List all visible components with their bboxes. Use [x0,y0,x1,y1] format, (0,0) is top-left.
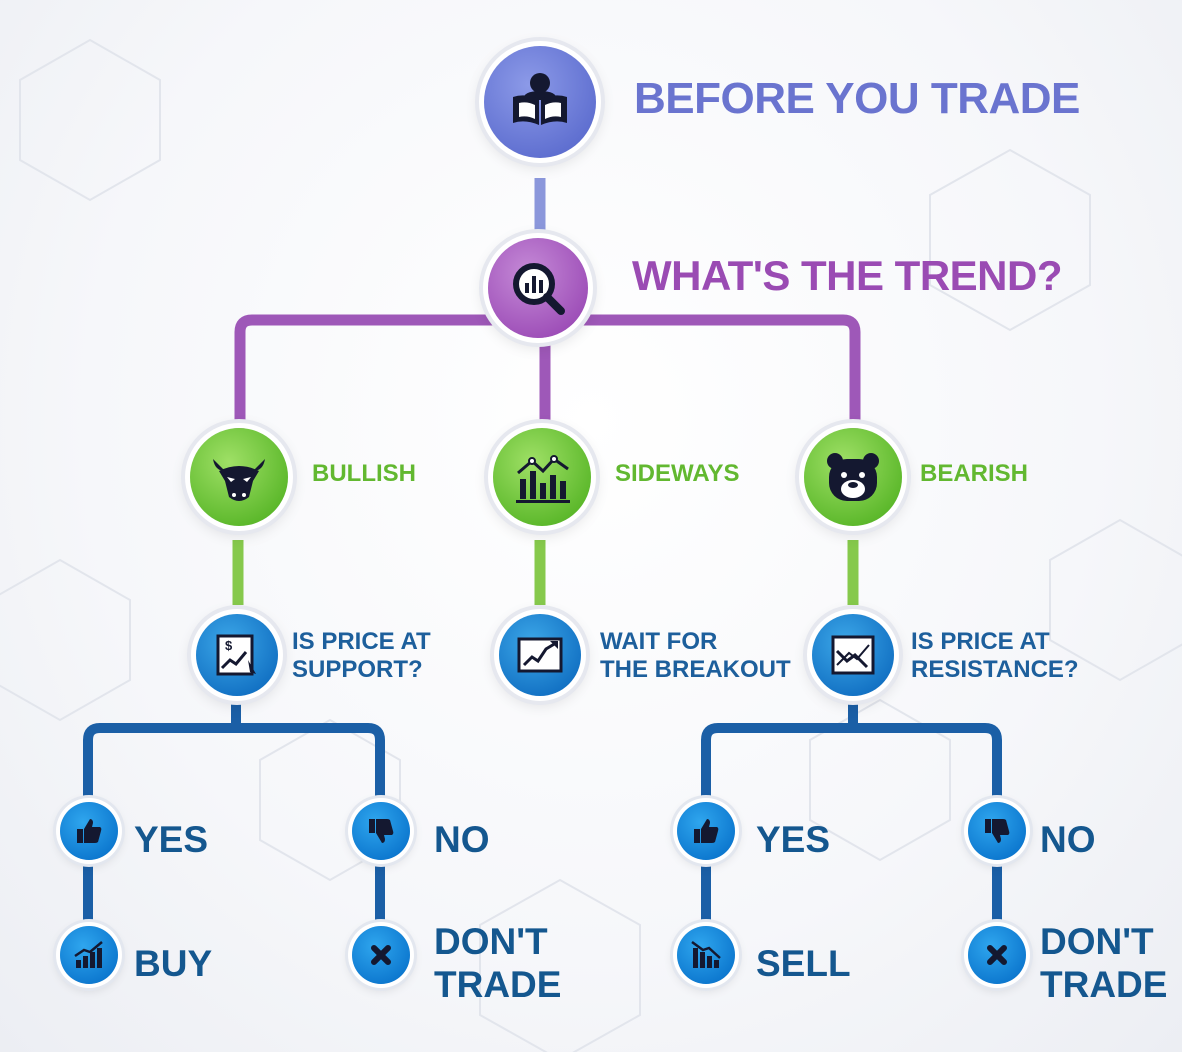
bear-dont-trade-label: DON'T TRADE [1040,920,1167,1006]
connector-support-branch [83,723,385,800]
rising-bars-icon [60,926,118,984]
x-mark-icon [352,926,410,984]
bull-no-label: NO [434,819,490,860]
resistance-line-1: IS PRICE AT [911,628,1050,655]
bear-head-icon [804,428,902,526]
breakout-line-2: THE BREAKOUT [600,656,791,683]
sell-label: SELL [756,943,851,984]
trend-question: WHAT'S THE TREND? [632,252,1063,299]
support-line-2: SUPPORT? [292,656,423,683]
bullish-label: BULLISH [312,460,416,487]
sideways-chart-icon [493,428,591,526]
resistance-chart-icon [812,614,894,696]
falling-bars-icon [677,926,735,984]
bull-dont-trade-line-1: DON'T [434,921,548,962]
breakout-line-1: WAIT FOR [600,628,718,655]
resistance-line-2: RESISTANCE? [911,656,1079,683]
bear-no-label: NO [1040,819,1096,860]
page-title: BEFORE YOU TRADE [634,74,1080,123]
chart-magnifier-icon [488,238,588,338]
price-chart-dollar-icon: $ [196,614,278,696]
bear-dont-trade-line-1: DON'T [1040,921,1154,962]
bearish-label: BEARISH [920,460,1029,487]
sideways-label: SIDEWAYS [615,460,740,487]
svg-text:$: $ [225,638,233,653]
breakout-instruction: WAIT FOR THE BREAKOUT [600,628,791,684]
breakout-chart-icon [499,614,581,696]
support-question: IS PRICE AT SUPPORT? [292,628,431,684]
bear-yes-label: YES [756,819,831,860]
x-mark-icon [968,926,1026,984]
thumbs-down-icon [352,802,410,860]
thumbs-down-icon [968,802,1026,860]
thumbs-up-icon [60,802,118,860]
bull-dont-trade-line-2: TRADE [434,964,562,1005]
buy-label: BUY [134,943,213,984]
bull-head-icon [190,428,288,526]
bull-yes-label: YES [134,819,209,860]
resistance-question: IS PRICE AT RESISTANCE? [911,628,1079,684]
bear-dont-trade-line-2: TRADE [1040,964,1168,1005]
connector-resistance-branch [701,723,1002,800]
reader-book-icon [484,46,596,158]
bull-dont-trade-label: DON'T TRADE [434,920,561,1006]
support-line-1: IS PRICE AT [292,628,431,655]
thumbs-up-icon [677,802,735,860]
